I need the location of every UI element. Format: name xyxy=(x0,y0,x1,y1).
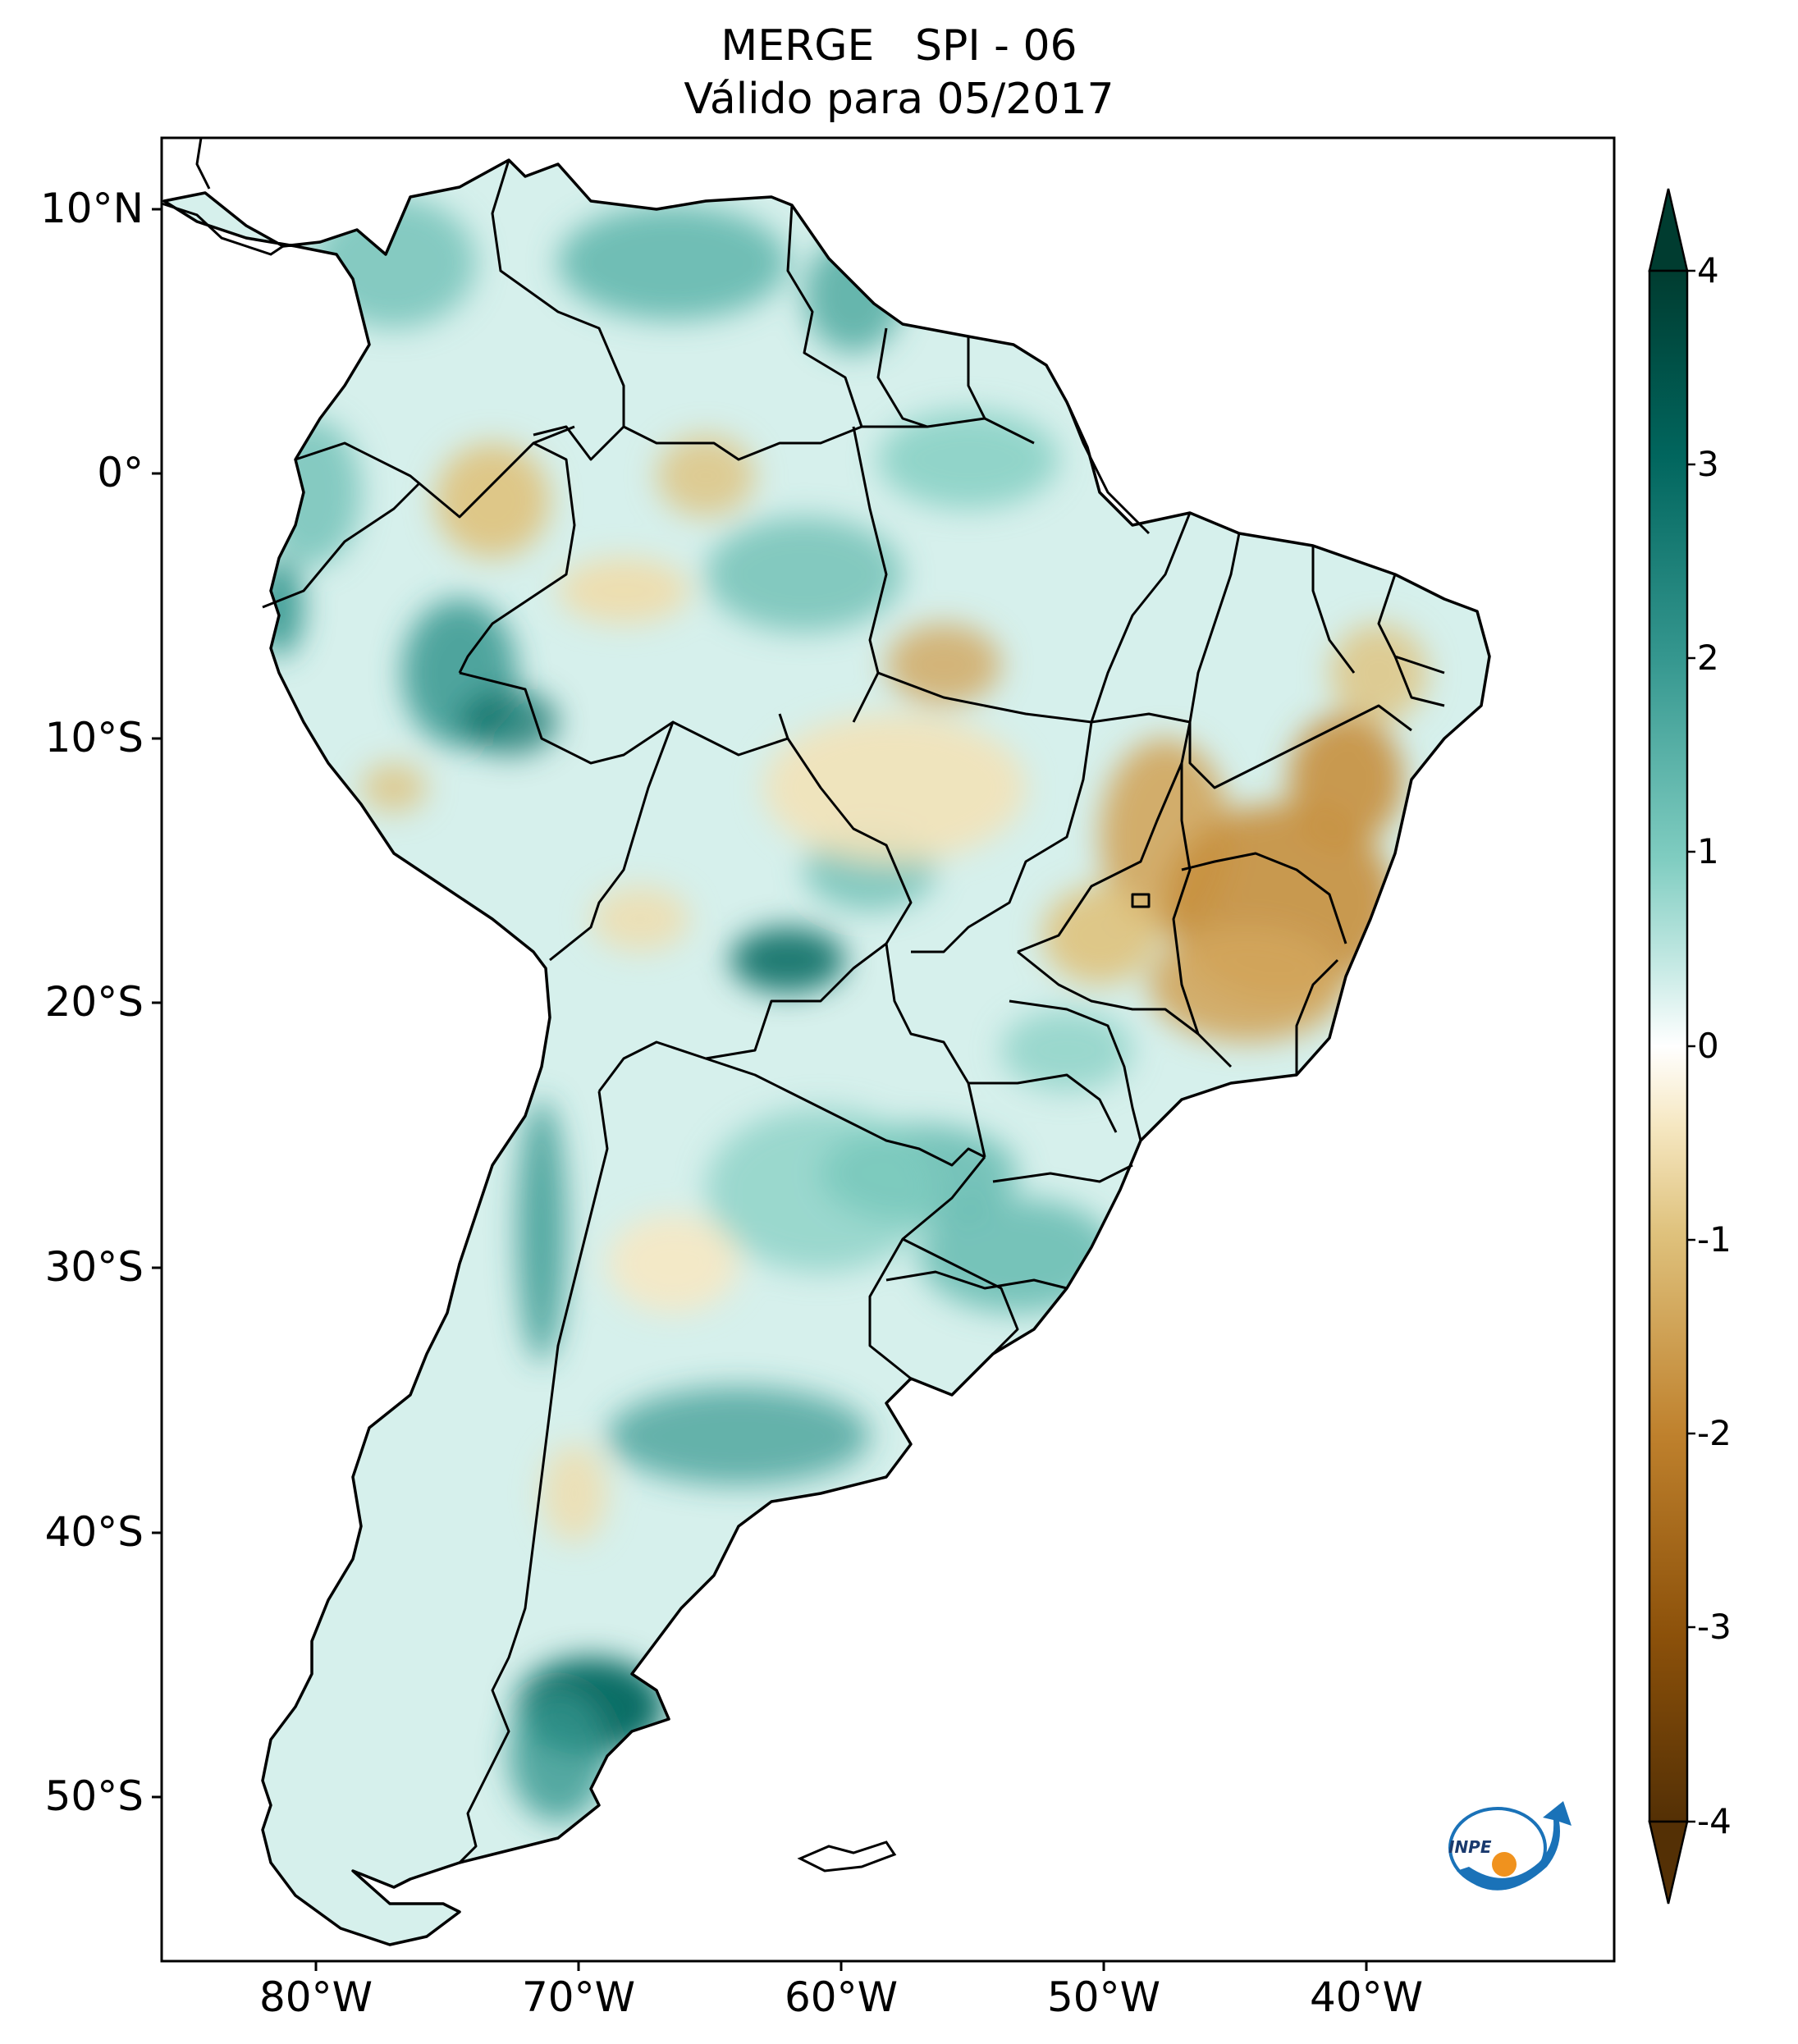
lat-label-20s: 20°S xyxy=(44,978,144,1026)
coastline xyxy=(162,158,1491,1946)
colorbar-label: -1 xyxy=(1697,1219,1732,1260)
colorbar-label: 0 xyxy=(1697,1026,1719,1066)
lon-label-60w: 60°W xyxy=(784,1973,899,2021)
map-title: MERGE SPI - 06 xyxy=(721,21,1077,71)
colorbar-label: 2 xyxy=(1697,638,1719,678)
map-subtitle: Válido para 05/2017 xyxy=(684,75,1114,124)
lat-label-30s: 30°S xyxy=(44,1243,144,1291)
inpe-logo: INPE xyxy=(1448,1801,1572,1891)
lat-label-0: 0° xyxy=(97,449,144,496)
lat-label-40s: 40°S xyxy=(44,1508,144,1556)
lat-label-50s: 50°S xyxy=(44,1772,144,1820)
x-ticks xyxy=(314,1961,1368,1971)
lon-label-80w: 80°W xyxy=(258,1973,373,2021)
lon-label-70w: 70°W xyxy=(521,1973,636,2021)
colorbar xyxy=(1648,188,1695,1905)
lon-label-40w: 40°W xyxy=(1309,1973,1424,2021)
lon-label-50w: 50°W xyxy=(1046,1973,1161,2021)
central-america-coast xyxy=(161,137,284,256)
colorbar-label: 4 xyxy=(1697,250,1719,290)
colorbar-label: 3 xyxy=(1697,444,1719,484)
logo-text: INPE xyxy=(1448,1837,1492,1857)
colorbar-label: -3 xyxy=(1697,1607,1732,1647)
lat-label-10n: 10°N xyxy=(39,185,144,232)
lat-label-10s: 10°S xyxy=(44,714,144,761)
country-borders xyxy=(262,159,1445,1864)
falkland-islands xyxy=(797,1841,897,1873)
colorbar-label: -2 xyxy=(1697,1413,1732,1453)
colorbar-label: 1 xyxy=(1697,831,1719,871)
colorbar-label: -4 xyxy=(1697,1801,1732,1841)
axes-frame xyxy=(160,136,1616,1963)
y-ticks xyxy=(152,208,162,1799)
